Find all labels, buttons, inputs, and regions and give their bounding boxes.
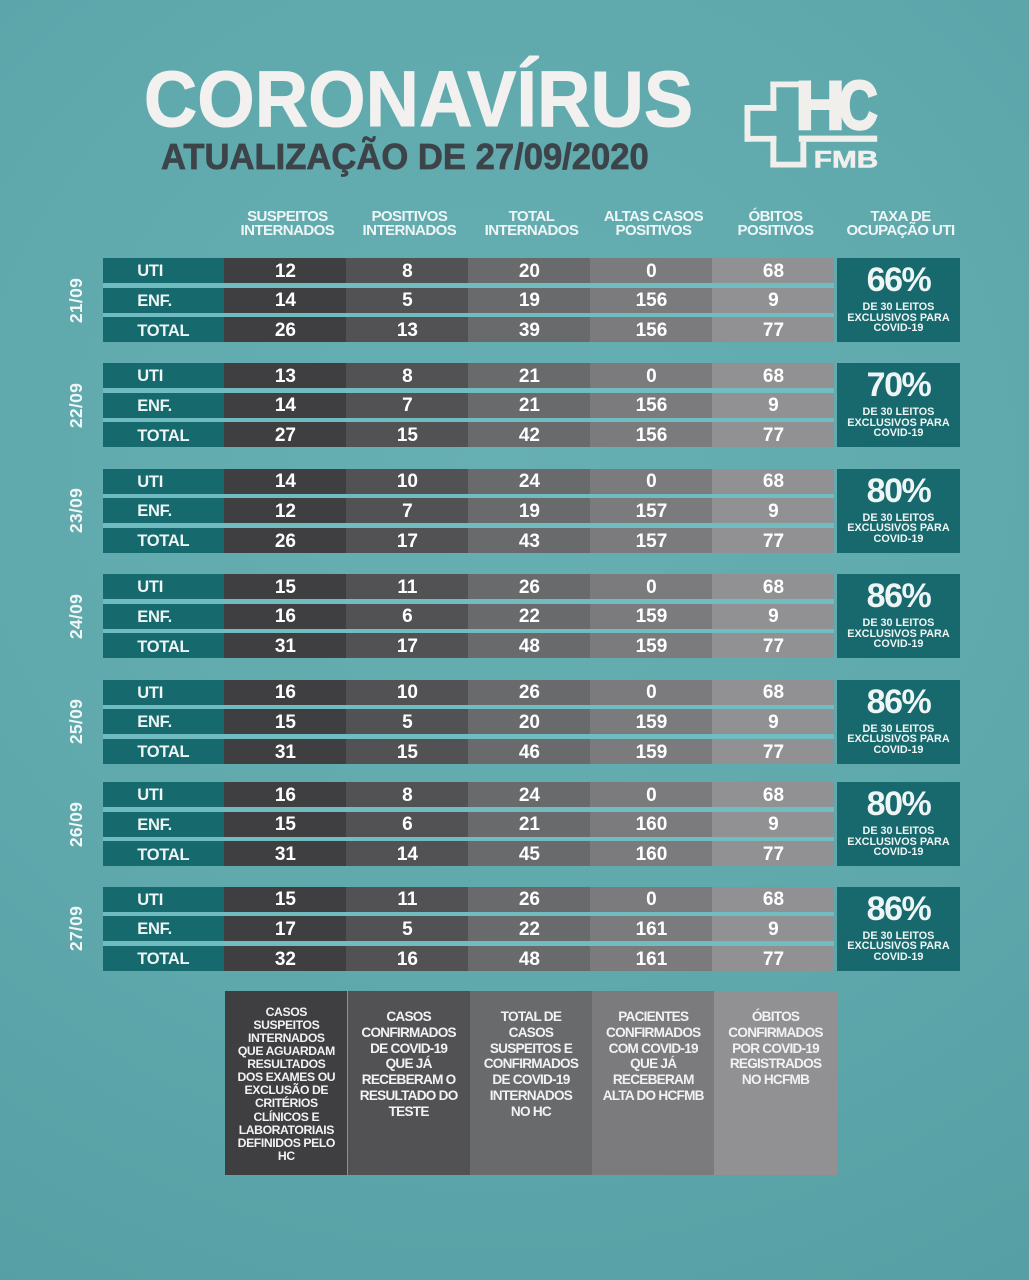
svg-text:C: C [839,75,878,145]
svg-text:H: H [795,75,845,144]
svg-text:FMB: FMB [814,146,878,173]
